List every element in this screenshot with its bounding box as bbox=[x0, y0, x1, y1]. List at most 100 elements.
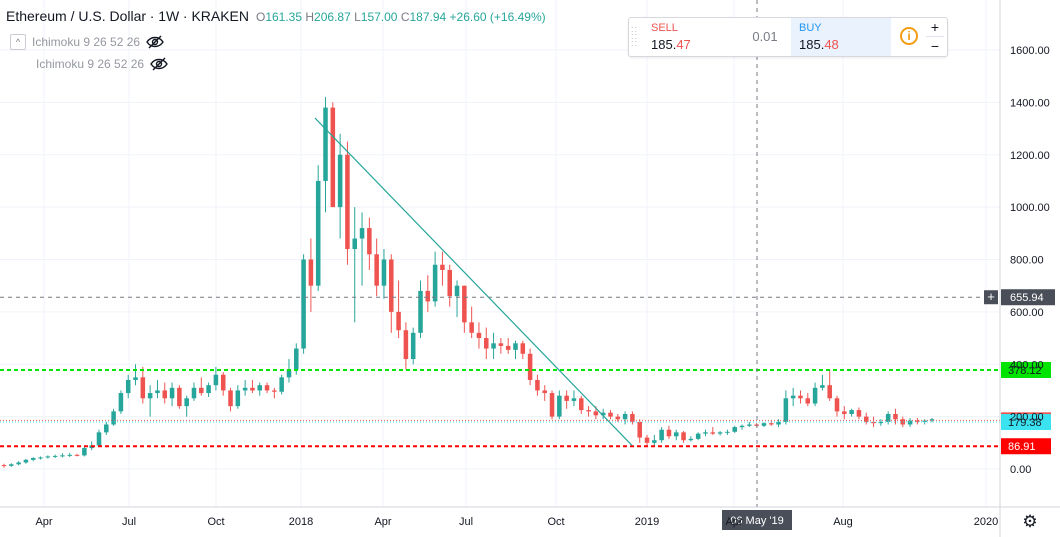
candle-body bbox=[863, 416, 869, 422]
candle-body bbox=[352, 238, 358, 250]
candle-body bbox=[725, 431, 730, 433]
candle-body bbox=[206, 385, 211, 394]
x-tick-label: Oct bbox=[207, 516, 224, 528]
candle-body bbox=[462, 285, 467, 323]
chart-grid bbox=[0, 0, 1000, 507]
candle-body bbox=[74, 454, 80, 456]
plus-button[interactable]: + bbox=[926, 18, 944, 37]
candle-body bbox=[315, 180, 321, 286]
price-label-box bbox=[1001, 414, 1051, 431]
y-tick-label: 800.00 bbox=[1010, 255, 1044, 267]
candle-body bbox=[323, 107, 328, 181]
candle-body bbox=[23, 459, 29, 463]
high-value: 206.87 bbox=[314, 10, 351, 24]
candle-body bbox=[593, 411, 599, 416]
candle-body bbox=[111, 411, 116, 425]
candle-body bbox=[52, 455, 58, 457]
candle-body bbox=[586, 410, 591, 412]
spread-value: 0.01 bbox=[752, 29, 778, 44]
candle-body bbox=[118, 393, 124, 412]
sell-price: 185.47 bbox=[651, 37, 691, 52]
x-tick-label: Oct bbox=[547, 516, 564, 528]
candle-body bbox=[250, 387, 255, 391]
candle-body bbox=[600, 412, 606, 416]
candle-body bbox=[301, 259, 306, 349]
candle-body bbox=[155, 390, 160, 394]
candle-body bbox=[549, 393, 555, 417]
candle-body bbox=[644, 437, 650, 443]
candle-body bbox=[615, 416, 621, 420]
candle-body bbox=[491, 343, 496, 349]
candle-body bbox=[82, 448, 87, 456]
candle-body bbox=[820, 385, 825, 388]
candle-body bbox=[30, 458, 36, 460]
candle-body bbox=[666, 429, 672, 437]
y-tick-label: 200.00 bbox=[1010, 412, 1044, 424]
candle-body bbox=[257, 385, 263, 391]
candle-body bbox=[389, 259, 394, 312]
indicator-label: Ichimoku 9 26 52 26 bbox=[36, 57, 145, 71]
candle-body bbox=[367, 228, 372, 255]
close-value: 187.94 bbox=[409, 10, 447, 24]
close-label: C bbox=[400, 10, 410, 24]
y-tick-label: 1400.00 bbox=[1010, 97, 1050, 109]
ohlc-values: O161.35 H206.87 L157.00 C187.94 +26.60 (… bbox=[253, 10, 546, 24]
candle-body bbox=[557, 395, 562, 417]
buy-button[interactable]: BUY 185.48 bbox=[791, 18, 891, 56]
info-icon[interactable]: i bbox=[900, 27, 918, 45]
candle-body bbox=[484, 338, 489, 349]
low-label: L bbox=[354, 10, 361, 24]
candle-body bbox=[104, 424, 109, 433]
candle-body bbox=[805, 398, 811, 404]
sell-button[interactable]: SELL 185.47 bbox=[643, 18, 739, 56]
candle-body bbox=[184, 398, 189, 407]
high-label: H bbox=[305, 10, 315, 24]
candle-body bbox=[564, 395, 569, 401]
trendline bbox=[314, 117, 633, 446]
candle-body bbox=[359, 228, 365, 239]
interval-label[interactable]: 1W bbox=[158, 8, 180, 24]
candle-body bbox=[622, 414, 628, 420]
x-tick-label: Jul bbox=[459, 516, 473, 528]
symbol-name[interactable]: Ethereum / U.S. Dollar bbox=[6, 8, 147, 24]
candle-body bbox=[410, 332, 416, 360]
candle-body bbox=[710, 432, 716, 434]
candle-body bbox=[286, 369, 292, 378]
candle-body bbox=[440, 264, 445, 270]
candle-body bbox=[133, 377, 138, 380]
candle-body bbox=[878, 421, 884, 424]
drag-handle-icon[interactable]: :::::: bbox=[631, 24, 639, 48]
eye-hidden-icon[interactable] bbox=[150, 57, 168, 71]
eye-hidden-icon[interactable] bbox=[146, 35, 164, 49]
price-label-text: 179.38 bbox=[1008, 417, 1042, 429]
candle-body bbox=[264, 385, 270, 391]
settings-gear-icon[interactable]: ⚙ bbox=[1022, 512, 1038, 531]
sell-label: SELL bbox=[651, 22, 678, 34]
candle-body bbox=[279, 377, 284, 392]
candle-body bbox=[695, 433, 701, 439]
candle-body bbox=[177, 387, 182, 407]
candle-body bbox=[162, 390, 168, 399]
candle-body bbox=[608, 412, 613, 417]
x-tick-label: Apr bbox=[725, 516, 742, 528]
exchange-label: KRAKEN bbox=[191, 8, 250, 24]
y-tick-label: 0.00 bbox=[1010, 464, 1031, 476]
candle-body bbox=[403, 330, 409, 360]
indicator-row-2[interactable]: Ichimoku 9 26 52 26 bbox=[36, 57, 168, 71]
open-value: 161.35 bbox=[265, 10, 303, 24]
candle-body bbox=[38, 457, 43, 459]
y-tick-label: 1600.00 bbox=[1010, 45, 1050, 57]
candle-body bbox=[834, 398, 840, 412]
collapse-icon[interactable]: ^ bbox=[10, 34, 26, 50]
candles-layer bbox=[1, 97, 935, 468]
candle-body bbox=[476, 332, 482, 339]
candle-body bbox=[67, 454, 73, 456]
candle-body bbox=[768, 423, 774, 425]
minus-button[interactable]: − bbox=[930, 38, 940, 54]
indicator-row-1[interactable]: ^ Ichimoku 9 26 52 26 bbox=[10, 34, 164, 50]
candle-body bbox=[16, 462, 21, 465]
crosshair-date-label: 06 May '19 bbox=[730, 515, 783, 527]
candle-body bbox=[652, 440, 657, 443]
